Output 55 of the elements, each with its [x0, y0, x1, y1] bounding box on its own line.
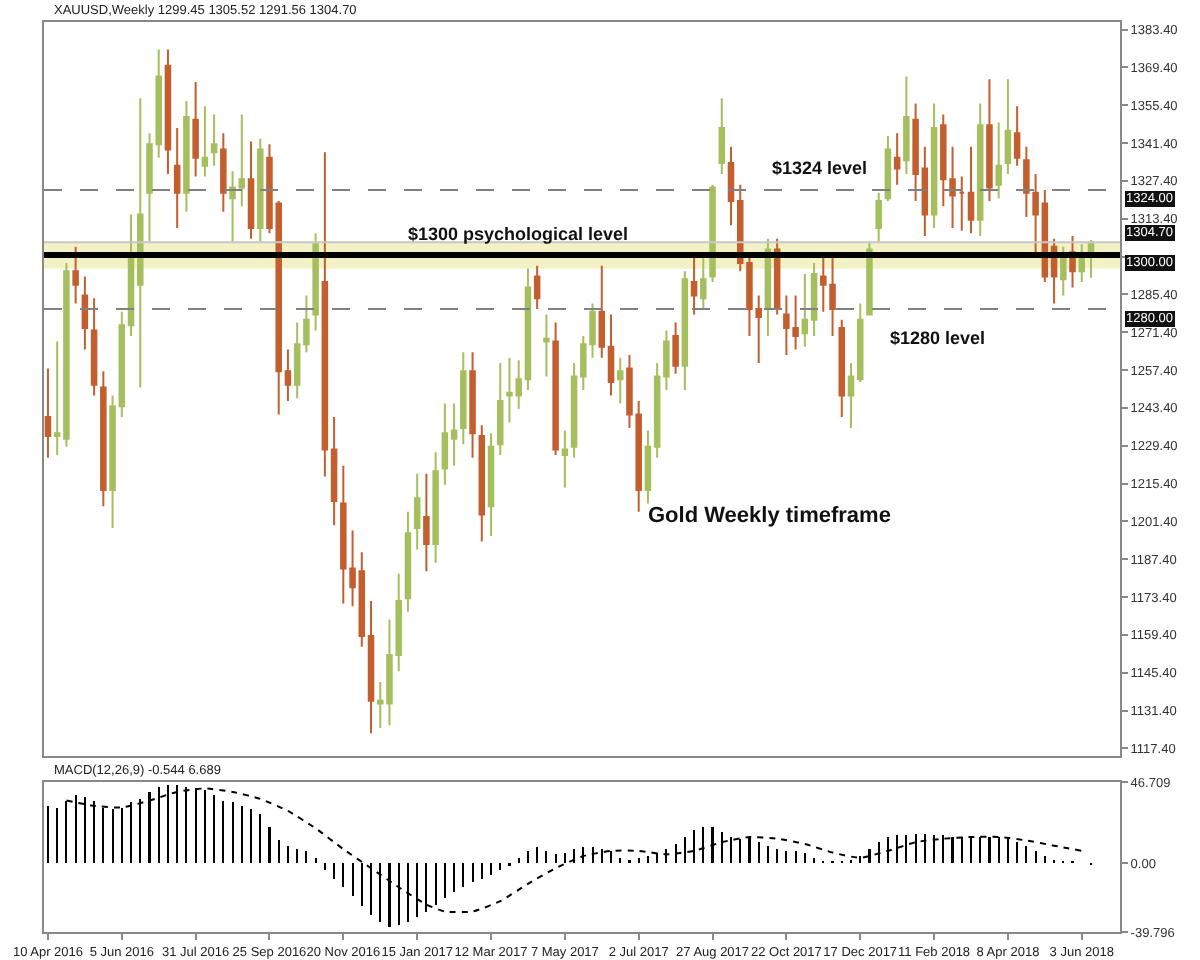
candlestick — [183, 99, 190, 213]
candlestick — [1013, 105, 1021, 167]
candlestick — [173, 126, 181, 229]
candlestick — [220, 132, 227, 213]
annotation: Gold Weekly timeframe — [648, 504, 891, 528]
candlestick — [441, 402, 449, 486]
candlestick — [930, 102, 938, 229]
candlestick — [1004, 78, 1012, 175]
candlestick — [903, 75, 910, 175]
annotation: $1324 level — [772, 158, 868, 178]
candlestick — [81, 275, 89, 351]
candlestick — [884, 135, 892, 202]
candlestick — [893, 132, 901, 186]
candlestick — [72, 245, 79, 305]
candlestick — [247, 140, 255, 240]
candlestick — [967, 145, 975, 235]
candlestick — [561, 429, 569, 489]
candlestick — [312, 232, 319, 332]
candlestick — [543, 313, 550, 378]
candlestick — [709, 183, 716, 283]
candlestick — [404, 510, 412, 613]
candlestick — [866, 240, 873, 316]
candlestick — [432, 451, 439, 565]
candlestick — [533, 264, 541, 310]
candlestick — [700, 253, 707, 310]
candlestick — [1060, 245, 1067, 297]
candlestick — [690, 253, 698, 316]
candlestick — [413, 472, 421, 551]
candlestick — [478, 424, 486, 543]
candlestick — [423, 472, 430, 573]
candlestick — [192, 81, 199, 178]
candlestick — [995, 121, 1002, 200]
candlestick — [616, 356, 624, 405]
candlestick — [875, 191, 882, 243]
candlestick — [460, 351, 467, 446]
candlestick — [958, 175, 966, 232]
candlestick — [718, 97, 726, 175]
candlestick — [201, 105, 209, 178]
candlestick — [100, 370, 107, 508]
candlestick — [496, 362, 504, 456]
candlestick — [838, 318, 846, 419]
annotation: $1280 level — [890, 328, 986, 348]
candlestick — [90, 297, 98, 397]
candlestick — [681, 270, 689, 392]
candlestick — [552, 321, 559, 456]
candlestick — [469, 351, 476, 459]
candlestick — [164, 48, 172, 175]
annotation: $1300 psychological level — [408, 224, 629, 244]
candlestick — [976, 102, 984, 238]
candlestick — [986, 78, 993, 202]
candlestick — [257, 137, 264, 243]
candlestick — [44, 367, 52, 459]
candlestick — [210, 113, 218, 167]
candlestick — [672, 321, 679, 375]
candlestick — [487, 432, 495, 538]
